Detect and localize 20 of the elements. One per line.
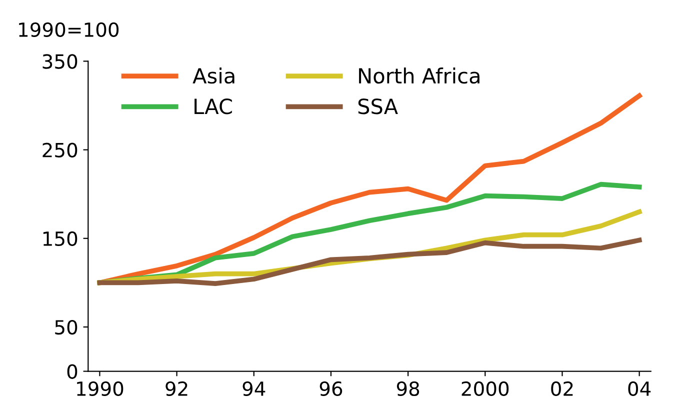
x-tick-label: 98 (396, 381, 420, 396)
y-axis-title: 1990=100 (19, 22, 119, 38)
legend-label: Asia (192, 68, 234, 84)
x-tick-label: 2000 (462, 381, 509, 396)
x-tick-label: 04 (628, 381, 651, 396)
x-tick-label: 02 (551, 381, 573, 396)
legend-label: SSA (358, 98, 398, 114)
x-tick-label: 94 (242, 381, 266, 396)
y-tick-label: 250 (42, 142, 78, 158)
x-tick-label: 96 (320, 381, 342, 396)
y-tick-label: 0 (67, 364, 78, 379)
x-tick-label: 1990 (77, 381, 124, 396)
y-tick-label: 350 (42, 54, 78, 69)
y-tick-label: 50 (55, 320, 78, 335)
legend-label: North Africa (359, 68, 480, 84)
line-series (97, 93, 642, 286)
line-series (97, 238, 642, 286)
legend-label: LAC (194, 98, 232, 114)
y-tick-label: 150 (43, 231, 78, 246)
x-tick-label: 92 (166, 381, 188, 396)
